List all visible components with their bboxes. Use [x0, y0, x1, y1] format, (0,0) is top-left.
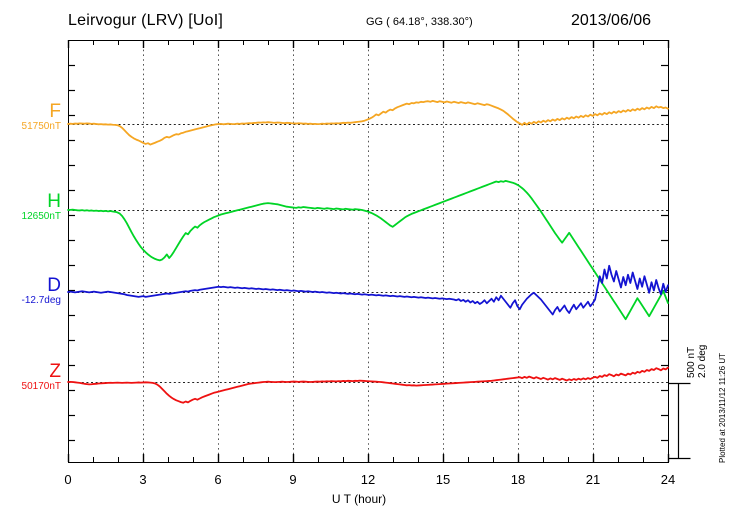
- trace-H: [67, 180, 669, 321]
- geographic-coordinates: GG ( 64.18°, 338.30°): [366, 16, 473, 28]
- component-baseline-H: 12650nT: [21, 211, 61, 222]
- x-tick-label: 0: [64, 472, 72, 487]
- trace-Z: [67, 366, 669, 404]
- x-tick-label: 18: [510, 472, 526, 487]
- scale-bar-deg: 2.0 deg: [697, 344, 708, 378]
- component-label-H: H 12650nT: [22, 192, 61, 223]
- component-symbol-D: D: [47, 275, 61, 296]
- component-symbol-F: F: [49, 101, 61, 122]
- scale-bar-nt: 500 nT: [686, 346, 697, 378]
- x-tick-label: 9: [289, 472, 297, 487]
- x-tick-label: 12: [360, 472, 376, 487]
- x-tick-label: 3: [139, 472, 147, 487]
- trace-D: [67, 264, 669, 316]
- component-symbol-H: H: [47, 191, 61, 212]
- x-tick-label: 15: [435, 472, 451, 487]
- x-tick-label: 21: [585, 472, 601, 487]
- x-tick-label: 6: [214, 472, 222, 487]
- component-label-Z: Z 50170nT: [22, 362, 61, 393]
- page-title: Leirvogur (LRV) [UoI]: [68, 12, 224, 29]
- plotted-timestamp: Plotted at 2013/11/12 11:26 UT: [718, 352, 727, 463]
- scale-bar-labels: 500 nT 2.0 deg: [686, 345, 708, 378]
- component-baseline-Z: 50170nT: [21, 381, 61, 392]
- trace-F: [67, 100, 669, 146]
- component-symbol-Z: Z: [49, 361, 61, 382]
- component-baseline-D: -12.7deg: [21, 295, 61, 306]
- x-tick-label: 24: [660, 472, 676, 487]
- component-label-F: F 51750nT: [22, 102, 61, 133]
- component-label-D: D -12.7deg: [22, 276, 61, 307]
- x-axis-label: U T (hour): [0, 492, 730, 506]
- component-baseline-F: 51750nT: [21, 121, 61, 132]
- observation-date: 2013/06/06: [571, 12, 652, 29]
- x-axis-label-text: U T (hour): [331, 492, 387, 506]
